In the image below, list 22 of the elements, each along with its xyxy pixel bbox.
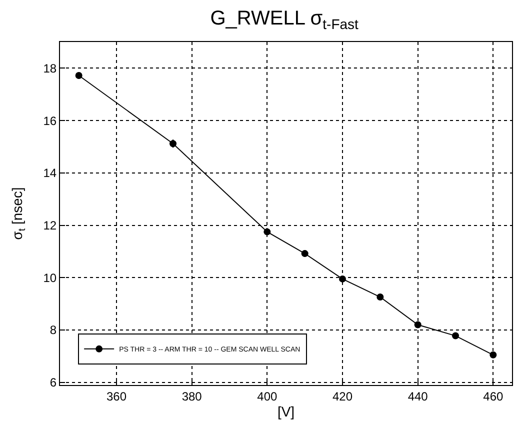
point (264, 228, 271, 236)
x-tick-label: 420 (332, 389, 353, 404)
point (452, 332, 459, 340)
y-tick-label: 14 (43, 166, 57, 180)
x-tick-label: 400 (257, 389, 278, 404)
y-tick-label: 10 (43, 270, 57, 285)
x-tick-label: 380 (182, 389, 202, 404)
y-tick-label: 12 (43, 218, 57, 232)
point (339, 275, 346, 282)
x-tick-label: 440 (408, 389, 428, 404)
x-tick-label: 460 (483, 389, 504, 404)
x-axis-title: [V] (277, 403, 295, 420)
point (376, 294, 384, 301)
point (414, 321, 422, 328)
point (170, 140, 176, 148)
y-tick-label: 16 (43, 114, 57, 128)
y-tick-label: 18 (43, 61, 57, 76)
chart-title: G_RWELL σ$_{t-Fast}$ (210, 8, 359, 32)
point (301, 250, 308, 258)
x-tick-label: 360 (106, 389, 127, 404)
y-tick-label: 8 (50, 323, 57, 338)
y-tick-label: 6 (50, 376, 57, 390)
